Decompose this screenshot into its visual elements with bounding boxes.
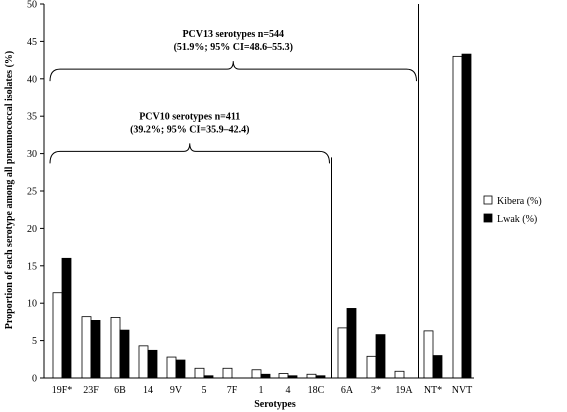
y-tick-label: 30 <box>27 149 37 160</box>
bar-lwak <box>175 359 186 379</box>
x-tick-label: 3* <box>371 385 381 396</box>
x-tick-label: 5 <box>202 385 207 396</box>
bar-lwak <box>375 334 386 379</box>
bar-kibera <box>110 317 121 379</box>
bar-lwak <box>119 329 130 379</box>
legend-label: Kibera (%) <box>497 196 542 207</box>
bar-kibera <box>52 292 63 379</box>
y-tick-label: 45 <box>27 37 37 48</box>
bar-lwak <box>147 349 158 379</box>
x-tick-label: 18C <box>308 385 325 396</box>
bar-kibera <box>423 330 434 379</box>
bar-kibera <box>81 316 92 379</box>
bar-lwak <box>61 257 72 379</box>
bar-kibera <box>166 356 177 379</box>
x-tick-label: 19A <box>395 385 413 396</box>
x-tick-label: 9V <box>170 385 183 396</box>
bar-kibera <box>194 367 205 379</box>
legend-swatch <box>483 195 493 205</box>
bar-lwak <box>90 320 101 379</box>
x-tick-label: 23F <box>83 385 99 396</box>
y-tick-label: 25 <box>27 187 37 198</box>
bar-kibera <box>452 55 463 379</box>
legend-swatch <box>483 213 493 223</box>
annotation-brace <box>49 143 330 164</box>
x-tick-label: 14 <box>143 385 153 396</box>
bar-lwak <box>346 308 357 379</box>
x-tick-label: 19F* <box>52 385 73 396</box>
x-axis: 19F* 23F 6B 14 9V 5 7F 1 4 18C 6A 3* 19A NT* NVT <box>44 377 474 396</box>
x-axis-label: Serotypes <box>254 399 296 410</box>
annotation-title: PCV10 serotypes n=411 <box>139 111 240 122</box>
annotation-ci: (51.9%; 95% CI=48.6–55.3) <box>174 42 293 53</box>
y-tick-label: 40 <box>27 74 37 85</box>
x-tick-label: 6B <box>114 385 126 396</box>
x-tick-label: NT* <box>424 385 442 396</box>
y-tick-label: 15 <box>27 261 37 272</box>
y-tick-label: 20 <box>27 224 37 235</box>
annotation-ci: (39.2%; 95% CI=35.9–42.4) <box>130 124 249 135</box>
x-tick-label: 6A <box>341 385 354 396</box>
bar-kibera <box>251 369 262 379</box>
x-tick-label: 7F <box>227 385 238 396</box>
y-tick-label: 10 <box>27 299 37 310</box>
bar-kibera <box>394 370 405 379</box>
group-separators <box>331 4 419 378</box>
bar-kibera <box>278 373 289 379</box>
bar-kibera <box>337 327 348 379</box>
legend-label: Lwak (%) <box>497 214 537 225</box>
bar-kibera <box>138 345 149 379</box>
bar-lwak <box>461 53 472 379</box>
bar-lwak <box>260 373 271 379</box>
annotation-brace <box>49 61 417 82</box>
bar-lwak <box>432 355 443 379</box>
annotation-title: PCV13 serotypes n=544 <box>182 29 284 40</box>
y-tick-label: 0 <box>32 374 37 385</box>
bar-kibera <box>222 367 233 379</box>
legend: Kibera (%) Lwak (%) <box>483 195 542 225</box>
y-tick-label: 35 <box>27 112 37 123</box>
x-tick-label: 1 <box>259 385 264 396</box>
bars <box>52 53 472 379</box>
bar-kibera <box>306 373 317 379</box>
y-tick-label: 5 <box>32 336 37 347</box>
group-annotations: PCV13 serotypes n=544 (51.9%; 95% CI=48.6… <box>49 29 417 164</box>
y-tick-label: 50 <box>27 0 37 11</box>
y-axis-label: Proportion of each serotype among all pn… <box>4 51 15 330</box>
bar-kibera <box>366 355 377 379</box>
y-axis: 0 5 10 15 20 25 30 35 40 45 50 <box>27 0 45 385</box>
x-tick-label: 4 <box>286 385 291 396</box>
x-tick-label: NVT <box>452 385 473 396</box>
